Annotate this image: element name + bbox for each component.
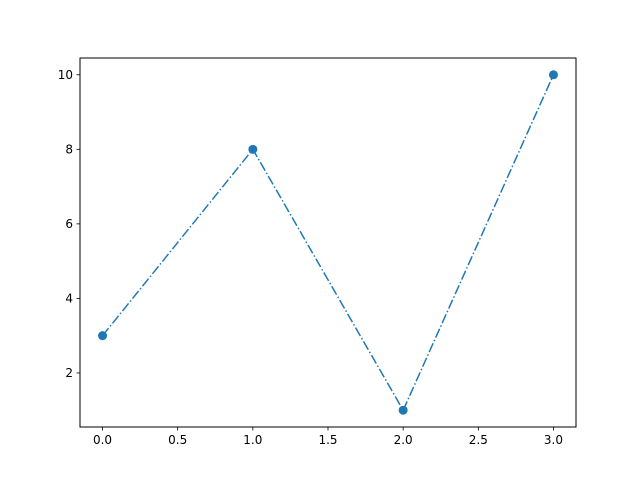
y-axis: 2 4 6 8 10 — [58, 68, 80, 380]
x-tick-label: 1.5 — [318, 433, 337, 447]
data-point — [548, 70, 558, 80]
y-tick-label: 10 — [58, 68, 73, 82]
y-tick-label: 6 — [65, 217, 73, 231]
series-line — [101, 74, 555, 412]
data-point — [98, 331, 108, 341]
x-tick-label: 1.0 — [243, 433, 262, 447]
y-tick-label: 8 — [65, 142, 73, 156]
x-tick-label: 2.5 — [469, 433, 488, 447]
y-tick-label: 4 — [65, 291, 73, 305]
x-axis: 0.0 0.5 1.0 1.5 2.0 2.5 3.0 — [93, 427, 563, 447]
y-tick-label: 2 — [65, 366, 73, 380]
x-tick-label: 2.0 — [394, 433, 413, 447]
data-point — [398, 405, 408, 415]
x-tick-label: 0.0 — [93, 433, 112, 447]
plot-area — [80, 58, 576, 427]
x-tick-label: 0.5 — [168, 433, 187, 447]
data-point — [248, 144, 258, 154]
x-tick-label: 3.0 — [544, 433, 563, 447]
